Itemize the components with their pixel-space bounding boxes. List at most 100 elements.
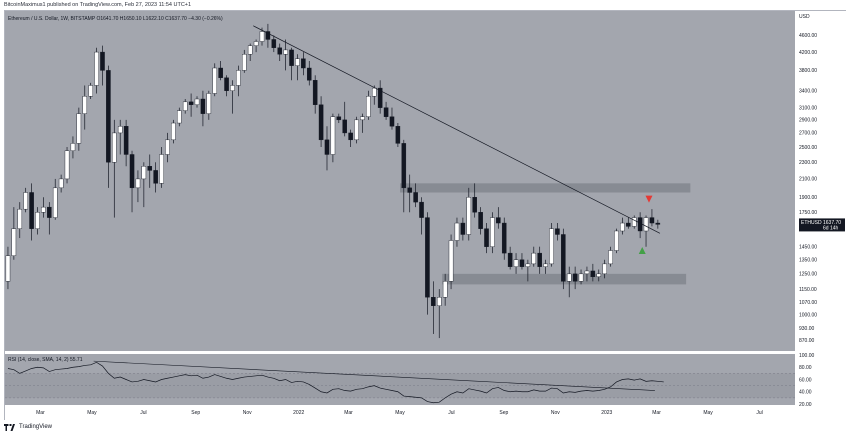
candle-body	[194, 98, 200, 105]
candle-body	[643, 217, 649, 232]
candle-body	[407, 187, 412, 193]
candle	[230, 80, 235, 114]
candle-body	[47, 206, 52, 218]
candle	[596, 269, 602, 282]
candle-body	[76, 113, 82, 144]
candle	[436, 289, 442, 339]
publish-header: BitcoinMaximus1 published on TradingView…	[4, 2, 192, 8]
candle-body	[490, 217, 495, 247]
candle	[389, 107, 395, 130]
candle-body	[442, 281, 448, 298]
candle	[117, 119, 123, 155]
time-tick-label: Nov	[551, 410, 560, 416]
price-label-symbol: ETHUSD	[801, 220, 822, 226]
price-tick-label: 2100.00	[799, 177, 817, 183]
candle	[135, 170, 141, 203]
chart-svg[interactable]: Ethereum / U.S. Dollar, 1W, BITSTAMP O16…	[5, 11, 847, 421]
price-label-countdown: 6d 14h	[823, 225, 839, 231]
time-tick-label: Jul	[140, 410, 146, 416]
candle	[631, 215, 637, 229]
candle	[88, 82, 93, 100]
candle	[330, 113, 336, 163]
candle	[507, 246, 513, 270]
candle-body	[478, 212, 483, 229]
candle	[584, 266, 590, 282]
candle-body	[555, 228, 560, 235]
time-tick-label: Mar	[652, 410, 661, 416]
candle	[572, 266, 578, 290]
chart-frame[interactable]: Ethereum / U.S. Dollar, 1W, BITSTAMP O16…	[4, 10, 847, 421]
time-tick-label: Mar	[36, 410, 45, 416]
candle	[566, 266, 572, 298]
candle-body	[348, 132, 353, 141]
candle-body	[295, 58, 300, 66]
candle	[614, 228, 619, 254]
candle	[283, 39, 288, 71]
candle	[165, 132, 170, 163]
time-tick-label: Jul	[756, 410, 762, 416]
candle-body	[366, 96, 371, 117]
price-pane: Ethereum / U.S. Dollar, 1W, BITSTAMP O16…	[5, 16, 691, 339]
candle-body	[265, 31, 271, 40]
candle-body	[129, 154, 135, 189]
candle-body	[41, 206, 46, 213]
candle	[159, 147, 164, 188]
candle	[301, 52, 306, 76]
candle-body	[188, 101, 194, 105]
candle-body	[253, 41, 259, 46]
time-tick-label: Sep	[191, 410, 200, 416]
candle-body	[330, 116, 336, 155]
candle	[5, 246, 11, 290]
resistance-zone	[400, 183, 691, 193]
time-tick-label: 2022	[293, 410, 304, 416]
candle-body	[271, 39, 277, 48]
candle-body	[29, 192, 34, 229]
candle-body	[23, 192, 28, 210]
candle-body	[94, 51, 99, 86]
price-tick-label: 4600.00	[799, 33, 817, 39]
candle-body	[602, 263, 607, 275]
candle	[383, 101, 389, 120]
candle-body	[153, 170, 158, 184]
candle-body	[401, 143, 407, 189]
candle-body	[11, 228, 17, 256]
candle-body	[5, 255, 11, 282]
candle	[377, 80, 383, 114]
candle-body	[141, 166, 147, 180]
candle-body	[383, 107, 389, 117]
candle-body	[236, 70, 241, 86]
rsi-pane: RSI (14, close, SMA, 14, 2) 55.71	[5, 357, 795, 404]
green-up-arrow-icon	[638, 247, 646, 255]
price-tick-label: 2500.00	[799, 145, 817, 151]
candle	[29, 183, 34, 241]
candle-body	[531, 252, 537, 265]
candle	[218, 61, 223, 81]
candle-body	[395, 126, 401, 144]
candle	[531, 246, 537, 267]
candle-body	[561, 234, 566, 282]
candle-body	[496, 217, 501, 224]
candle	[395, 123, 401, 148]
candle-body	[224, 77, 229, 91]
rsi-tick-label: 60.00	[799, 377, 812, 383]
currency-label: USD	[799, 14, 810, 20]
candle	[578, 269, 584, 285]
candle-body	[159, 154, 164, 184]
rsi-tick-label: 80.00	[799, 365, 812, 371]
price-tick-label: 1450.00	[799, 244, 817, 250]
candle	[182, 99, 188, 114]
candle-body	[596, 273, 602, 278]
candle-body	[106, 70, 111, 163]
candle-body	[389, 116, 395, 127]
candle	[466, 187, 472, 241]
candle	[318, 96, 324, 148]
price-tick-label: 1350.00	[799, 258, 817, 264]
price-legend: Ethereum / U.S. Dollar, 1W, BITSTAMP O16…	[8, 16, 223, 22]
footer-brand: TradingView	[19, 424, 53, 430]
price-tick-label: 1900.00	[799, 195, 817, 201]
candle	[413, 183, 418, 208]
candle-body	[342, 119, 347, 134]
candle-body	[507, 252, 513, 267]
candle	[153, 162, 158, 193]
candle	[147, 154, 153, 188]
